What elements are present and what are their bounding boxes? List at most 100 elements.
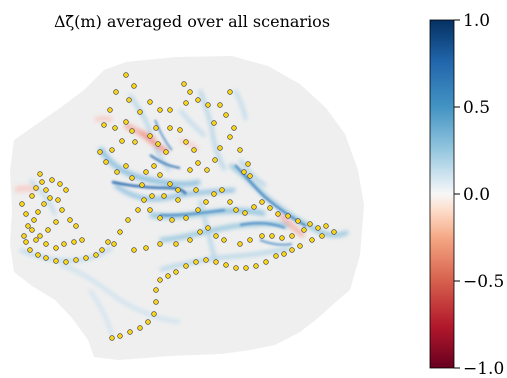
gauge-marker — [71, 239, 77, 245]
gauge-marker — [114, 169, 120, 175]
gauge-marker — [101, 122, 107, 128]
gauge-marker — [223, 262, 229, 268]
gauge-marker — [105, 239, 111, 245]
gauge-marker — [119, 138, 125, 144]
gauge-marker — [237, 241, 243, 247]
gauge-marker — [29, 193, 35, 199]
gauge-marker — [37, 171, 43, 177]
gauge-marker — [203, 257, 209, 263]
gauge-marker — [109, 147, 115, 153]
gauge-marker — [143, 169, 149, 175]
gauge-marker — [63, 259, 69, 265]
chart-title: Δζ̄(m) averaged over all scenarios — [54, 12, 330, 31]
gauge-marker — [263, 259, 269, 265]
gauge-marker — [167, 107, 173, 113]
gauge-marker — [247, 173, 253, 179]
gauge-marker — [233, 265, 239, 271]
gauge-marker — [129, 128, 135, 134]
gauge-marker — [23, 239, 29, 245]
gauge-marker — [165, 273, 171, 279]
gauge-marker — [193, 187, 199, 193]
gauge-marker — [195, 160, 201, 166]
gauge-marker — [149, 193, 155, 199]
gauge-marker — [117, 333, 123, 339]
gauge-marker — [43, 187, 49, 193]
gauge-marker — [97, 149, 103, 155]
gauge-marker — [55, 197, 61, 203]
gauge-marker — [157, 277, 163, 283]
gauge-marker — [107, 107, 113, 113]
gauge-marker — [309, 237, 315, 243]
colorbar-tick-label: −0.5 — [463, 272, 504, 292]
gauge-marker — [323, 223, 329, 229]
gauge-marker — [123, 163, 129, 169]
colorbar-tick-label: −1.0 — [463, 359, 504, 378]
gauge-marker — [79, 237, 85, 243]
gauge-marker — [211, 120, 217, 126]
gauge-marker — [147, 207, 153, 213]
gauge-marker — [241, 169, 247, 175]
gauge-marker — [155, 141, 161, 147]
gauge-marker — [19, 201, 25, 207]
gauge-marker — [47, 195, 53, 201]
gauge-marker — [43, 255, 49, 261]
gauge-marker — [253, 263, 259, 269]
gauge-marker — [175, 197, 181, 203]
gauge-marker — [177, 127, 183, 133]
gauge-marker — [315, 225, 321, 231]
gauge-marker — [295, 218, 301, 224]
gauge-marker — [183, 139, 189, 145]
gauge-marker — [297, 243, 303, 249]
gauge-marker — [233, 207, 239, 213]
gauge-marker — [167, 125, 173, 131]
gauge-marker — [126, 97, 132, 103]
gauge-marker — [247, 237, 253, 243]
gauge-marker — [227, 134, 233, 140]
gauge-marker — [143, 245, 149, 251]
gauge-marker — [161, 193, 167, 199]
gauge-marker — [212, 157, 218, 163]
gauge-marker — [187, 167, 193, 173]
gauge-marker — [113, 89, 119, 95]
gauge-marker — [183, 100, 189, 106]
gauge-marker — [213, 259, 219, 265]
gauge-marker — [53, 258, 59, 264]
gauge-marker — [49, 177, 55, 183]
colorbar-tick-label: 0.5 — [463, 98, 490, 118]
gauge-marker — [99, 247, 105, 253]
gauge-marker — [181, 81, 187, 87]
gauge-marker — [127, 329, 133, 335]
gauge-marker — [33, 185, 39, 191]
gauge-marker — [153, 287, 159, 293]
gauge-marker — [217, 102, 223, 108]
gauge-marker — [183, 215, 189, 221]
gauge-marker — [307, 221, 313, 227]
gauge-marker — [67, 217, 73, 223]
gauge-marker — [163, 149, 169, 155]
gauge-marker — [157, 215, 163, 221]
gauge-marker — [301, 227, 307, 233]
gauge-marker — [25, 223, 31, 229]
gauge-marker — [129, 175, 135, 181]
gauge-marker — [29, 227, 35, 233]
gauge-marker — [117, 229, 123, 235]
gauge-marker — [151, 311, 157, 317]
gauge-marker — [153, 299, 159, 305]
gauge-marker — [61, 241, 67, 247]
gauge-marker — [269, 233, 275, 239]
gauge-marker — [187, 237, 193, 243]
colorbar-tick-label: 1.0 — [463, 11, 490, 31]
gauge-marker — [204, 167, 210, 173]
gauge-marker — [245, 161, 251, 167]
gauge-marker — [37, 233, 43, 239]
gauge-marker — [319, 233, 325, 239]
gauge-marker — [273, 253, 279, 259]
gauge-marker — [191, 147, 197, 153]
gauge-marker — [93, 252, 99, 258]
gauge-marker — [43, 241, 49, 247]
gauge-marker — [123, 72, 129, 78]
gauge-marker — [219, 187, 225, 193]
gauge-marker — [289, 233, 295, 239]
gauge-marker — [137, 325, 143, 331]
